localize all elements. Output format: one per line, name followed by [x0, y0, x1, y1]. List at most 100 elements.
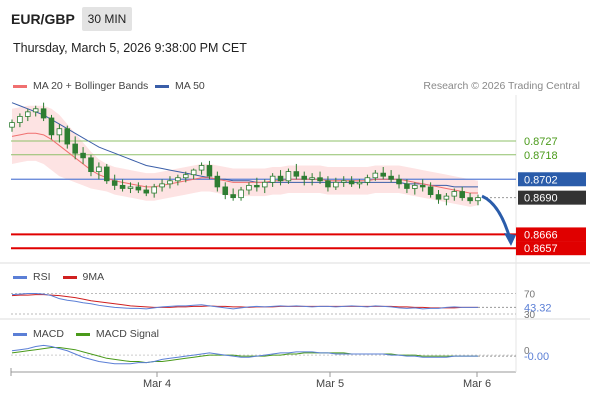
candle-body: [72, 143, 78, 154]
candle: [111, 174, 118, 190]
candle-body: [175, 177, 181, 182]
candle: [198, 162, 205, 175]
rsi-line: [11, 293, 478, 310]
candle: [40, 102, 47, 122]
candle-body: [48, 117, 55, 136]
candle-body: [348, 180, 355, 185]
x-tick-label: Mar 4: [143, 378, 171, 390]
rsi-ma-swatch: [62, 275, 77, 279]
candle: [356, 179, 363, 189]
candle: [340, 176, 347, 187]
pivot-label-box: [518, 172, 586, 187]
candle: [435, 189, 442, 204]
forecast-arrowhead: [504, 233, 516, 247]
bollinger-band: [12, 105, 478, 207]
candle-body: [309, 177, 315, 180]
rsi-swatch: [13, 275, 27, 279]
candle: [412, 182, 418, 195]
rsi-level-label-70: 70: [524, 290, 536, 301]
candle: [135, 182, 142, 194]
research-credit: Research © 2026 Trading Central: [423, 80, 580, 92]
candle-body: [293, 171, 300, 177]
candle: [64, 125, 71, 149]
candle-body: [238, 189, 244, 199]
candle-body: [435, 194, 442, 200]
rsi-level-label-30: 30: [524, 310, 536, 321]
candle-body: [230, 194, 236, 199]
candle-body: [372, 172, 379, 179]
current-price-label: 0.8690: [524, 193, 558, 205]
candle: [72, 136, 78, 160]
candle: [32, 105, 39, 117]
candle: [261, 179, 268, 194]
resistance-label-0.8727: 0.8727: [524, 136, 558, 148]
candle: [293, 163, 300, 180]
ma50-swatch: [155, 84, 169, 88]
macd-current-label: -0.00: [524, 351, 549, 363]
candle-body: [364, 177, 371, 183]
candle: [325, 176, 331, 192]
timeframe-button[interactable]: 30 MIN: [82, 7, 132, 31]
candle: [333, 177, 339, 190]
candle: [17, 113, 23, 128]
candle: [48, 114, 55, 140]
candle: [277, 170, 284, 186]
candle: [246, 182, 252, 195]
legend-ma20-bb: MA 20 + Bollinger Bands: [13, 80, 148, 92]
candle: [388, 170, 394, 183]
pivot-label: 0.8702: [524, 174, 558, 186]
candle-body: [111, 180, 118, 186]
candle: [269, 173, 276, 187]
candle: [254, 177, 260, 192]
chart-header: EUR/GBP 30 MIN Thursday, March 5, 2026 9…: [0, 0, 590, 70]
candle: [301, 171, 308, 186]
candle: [348, 176, 355, 187]
candle-body: [96, 166, 102, 173]
candle-body: [467, 197, 473, 202]
candle-body: [143, 189, 150, 194]
candle: [309, 173, 315, 186]
support-label-0.8666: 0.8666: [524, 229, 558, 241]
legend-ma50: MA 50: [155, 80, 205, 92]
candle-body: [261, 181, 268, 188]
candle: [9, 119, 15, 132]
candle-body: [443, 195, 450, 200]
candle: [230, 188, 236, 201]
candle: [285, 168, 292, 184]
candle: [25, 108, 31, 122]
candle: [222, 182, 229, 200]
candle: [119, 179, 126, 192]
forecast-arrow: [481, 194, 512, 240]
candle: [238, 186, 244, 201]
candle-body: [333, 181, 339, 188]
candle-body: [459, 191, 465, 199]
macd-line: [11, 344, 478, 365]
support-label-0.8657: 0.8657: [524, 243, 558, 255]
candle-body: [380, 172, 386, 177]
candle: [419, 179, 426, 192]
candle-body: [190, 169, 197, 176]
candle: [143, 185, 150, 197]
candle-body: [135, 186, 142, 191]
x-tick-label: Mar 5: [316, 378, 344, 390]
candle: [380, 167, 386, 180]
candle: [88, 154, 94, 177]
candle-body: [167, 180, 173, 185]
candle-body: [396, 178, 402, 185]
candle: [151, 183, 157, 198]
candle-body: [17, 116, 23, 123]
current-price-box: [518, 190, 586, 205]
candle-body: [198, 165, 205, 171]
candle-body: [127, 186, 134, 189]
candle: [372, 170, 379, 181]
rsi-current-label: 43.32: [524, 302, 552, 314]
legend-macd-label: MACD: [33, 328, 64, 340]
candle-body: [269, 175, 276, 183]
candle: [396, 174, 402, 189]
candle-body: [214, 175, 221, 188]
candle: [459, 186, 465, 201]
candle-body: [246, 184, 252, 191]
candle-body: [325, 180, 331, 188]
candle-body: [419, 184, 426, 188]
